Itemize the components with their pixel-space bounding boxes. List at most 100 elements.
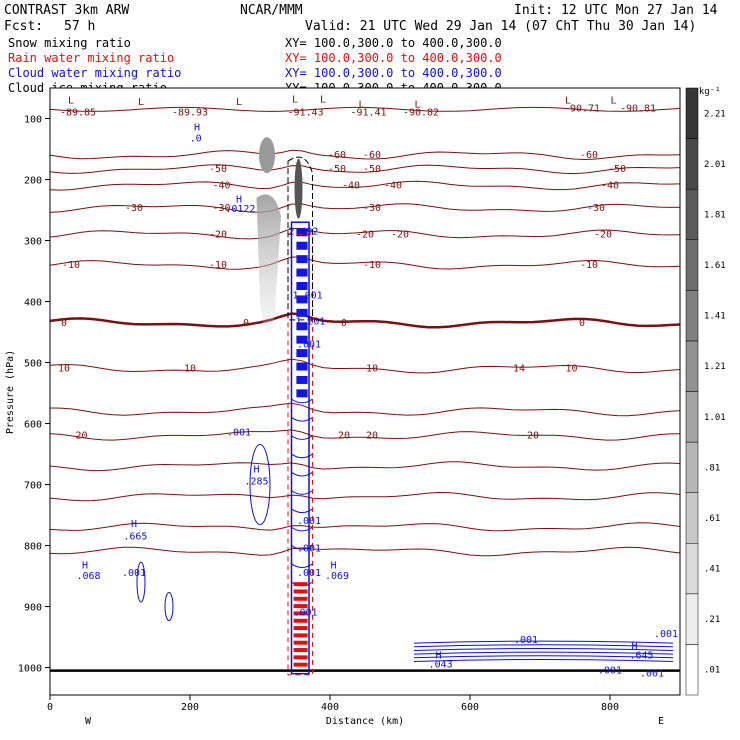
colorbar-label: 2.21 [704, 109, 726, 119]
extremum-label: .001 [297, 339, 321, 350]
colorbar-swatch [686, 543, 698, 594]
cloud-water-block [296, 269, 307, 277]
extremum-label: H [194, 123, 200, 134]
low-marker: L [414, 100, 420, 111]
contour-label: -20 [356, 229, 374, 240]
org-label: NCAR/MMM [240, 3, 303, 18]
y-tick-label: 900 [24, 603, 42, 614]
contour-label: -40 [601, 181, 619, 192]
rain-block [294, 648, 308, 652]
fcst-label: Fcst: [4, 19, 43, 34]
contour-label: 10 [565, 364, 577, 375]
cloud-water-block [296, 255, 307, 263]
contour-label: -40 [342, 181, 360, 192]
colorbar-label: 1.81 [704, 210, 726, 220]
field-name: Snow mixing ratio [8, 36, 131, 50]
x-tick-label: 600 [461, 702, 479, 713]
x-axis-label: Distance (km) [326, 716, 404, 727]
cloud-water-block [296, 242, 307, 250]
extremum-label: H [253, 464, 259, 475]
cloud-water-block [296, 376, 307, 384]
colorbar-swatch [686, 392, 698, 443]
x-tick-label: 800 [601, 702, 619, 713]
colorbar-swatch [686, 139, 698, 190]
east-label: E [658, 716, 664, 727]
rain-block [294, 582, 308, 586]
extremum-label: .0 [190, 134, 202, 145]
colorbar-label: 1.41 [704, 312, 726, 322]
extremum-label: .001 [598, 666, 622, 677]
colorbar-label: .01 [704, 666, 720, 676]
field-xy: XY= 100.0,300.0 to 400.0,300.0 [285, 66, 502, 80]
extremum-label: H [82, 561, 88, 572]
rain-block [294, 663, 308, 667]
extremum-label: 2.492 [288, 226, 318, 237]
rain-block [294, 655, 308, 659]
contour-label: -10 [62, 260, 80, 271]
contour-label: -20 [391, 229, 409, 240]
extremum-label: .068 [76, 571, 100, 582]
contour-label: -10 [580, 260, 598, 271]
field-xy: XY= 100.0,300.0 to 400.0,300.0 [285, 36, 502, 50]
extremum-label: H [131, 519, 137, 530]
colorbar-label: .21 [704, 615, 720, 625]
contour-label: 20 [366, 431, 378, 442]
colorbar-label: .41 [704, 565, 720, 575]
x-tick-label: 0 [47, 702, 53, 713]
plot-area: -89.85 -89.93 -91.43 -91.41 -90.82 -90.71 -90.… [18, 88, 680, 713]
y-axis-label: Pressure (hPa) [5, 350, 16, 434]
extremum-label: .001 [297, 568, 321, 579]
cloud-water-block [296, 282, 307, 290]
contour-label: -50 [608, 164, 626, 175]
colorbar-swatch [686, 442, 698, 493]
y-tick-label: 800 [24, 542, 42, 553]
contour-label: 0 [61, 318, 67, 329]
low-marker: L [68, 95, 74, 106]
contour-label: -91.43 [287, 107, 323, 118]
rain-block [294, 597, 308, 601]
contour-label: -30 [587, 203, 605, 214]
colorbar-label: .81 [704, 463, 720, 473]
colorbar-label: 1.21 [704, 362, 726, 372]
contour-label: -89.85 [60, 107, 96, 118]
model-title: CONTRAST 3km ARW [4, 3, 129, 18]
contour-label: -60 [328, 150, 346, 161]
contour-label: 14 [513, 364, 525, 375]
contour-label: 20 [338, 431, 350, 442]
contour-label: -30 [125, 203, 143, 214]
colorbar-swatch [686, 341, 698, 392]
colorbar: g kg⁻¹ .01.21.41.61.811.011.211.411.611.… [686, 87, 726, 695]
field-legend: Snow mixing ratio XY= 100.0,300.0 to 400.… [8, 36, 502, 95]
extremum-label: .001 [514, 635, 538, 646]
colorbar-swatch [686, 644, 698, 695]
y-tick-label: 500 [24, 359, 42, 370]
contour-label: -30 [363, 203, 381, 214]
colorbar-label: 2.01 [704, 160, 726, 170]
y-tick-label: 600 [24, 420, 42, 431]
init-time: Init: 12 UTC Mon 27 Jan 14 [514, 3, 718, 18]
low-marker: L [320, 95, 326, 106]
colorbar-swatch [686, 493, 698, 544]
cloud-water-block [296, 349, 307, 357]
cloud-water-block [296, 389, 307, 397]
contour-label: 0 [341, 318, 347, 329]
contour-label: -10 [209, 260, 227, 271]
rain-block [294, 626, 308, 630]
field-xy: XY= 100.0,300.0 to 400.0,300.0 [285, 51, 502, 65]
contour-label: -60 [580, 150, 598, 161]
extremum-label: .001 [297, 544, 321, 555]
contour-label: 20 [527, 431, 539, 442]
y-tick-label: 300 [24, 237, 42, 248]
extremum-label: .001 [227, 428, 251, 439]
rain-block [294, 619, 308, 623]
extremum-label: .645 [629, 650, 653, 661]
contour-label: 0 [579, 318, 585, 329]
colorbar-swatch [686, 189, 698, 240]
contour-label: 0 [243, 318, 249, 329]
contour-label: -10 [363, 260, 381, 271]
x-tick-label: 200 [181, 702, 199, 713]
extremum-label: .001 [654, 629, 678, 640]
contour-label: 10 [184, 364, 196, 375]
low-marker: L [292, 95, 298, 106]
rain-block [294, 589, 308, 593]
